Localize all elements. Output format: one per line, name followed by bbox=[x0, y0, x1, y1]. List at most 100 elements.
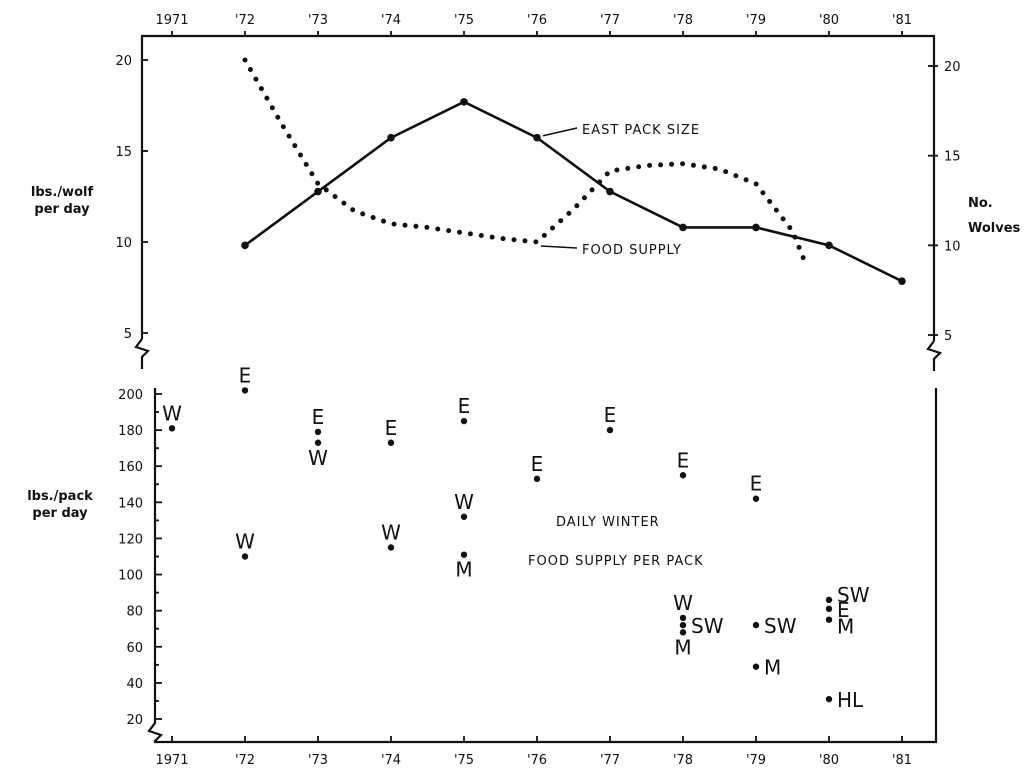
pack-point-e bbox=[679, 472, 687, 479]
pack-label-w: W bbox=[308, 446, 328, 470]
bottom-y-tick-label: 20 bbox=[126, 713, 143, 728]
top-right-axis-break bbox=[926, 340, 943, 371]
pack-point-e bbox=[825, 605, 833, 613]
pack-point-e bbox=[752, 495, 760, 502]
pack-point-sw bbox=[679, 621, 687, 629]
top-right-y-tick-label: 15 bbox=[944, 150, 961, 165]
top-panel-chart: 1971 '72 '73 '74 '75 '76 '77 '78 '79 '80 '81 5 10 15 2… bbox=[31, 13, 1021, 371]
top-right-y-tick-label: 10 bbox=[944, 239, 961, 254]
top-left-y-tick-label: 5 bbox=[124, 327, 132, 342]
east-pack-size-point bbox=[314, 187, 322, 196]
pack-label-sw: SW bbox=[691, 614, 724, 638]
pack-point-w bbox=[241, 553, 249, 560]
pack-label-sw: SW bbox=[764, 614, 797, 638]
pack-label-m: M bbox=[764, 656, 781, 680]
top-x-tick-label: '78 bbox=[673, 13, 693, 28]
top-x-tick-label: '72 bbox=[235, 13, 255, 28]
bottom-y-axis-label: lbs./pack per day bbox=[27, 489, 93, 521]
bottom-x-tick-label: '80 bbox=[819, 753, 839, 768]
top-left-axis-break bbox=[134, 338, 151, 369]
east-pack-size-annotation: EAST PACK SIZE bbox=[582, 123, 700, 138]
bottom-y-tick-label: 120 bbox=[118, 532, 143, 547]
pack-label-m: M bbox=[837, 615, 854, 639]
east-pack-size-point bbox=[606, 187, 614, 196]
top-x-tick-label: '75 bbox=[454, 13, 474, 28]
bottom-x-tick-label: '77 bbox=[600, 753, 620, 768]
bottom-y-tick-label: 60 bbox=[126, 641, 143, 656]
pack-label-e: E bbox=[837, 598, 850, 622]
bottom-y-tick-label: 100 bbox=[118, 569, 143, 584]
top-right-y-tick-label: 5 bbox=[944, 329, 952, 344]
top-x-tick-label: '76 bbox=[527, 13, 547, 28]
pack-label-sw: SW bbox=[837, 583, 870, 607]
bottom-x-tick-label: '73 bbox=[308, 753, 328, 768]
pack-label-m: M bbox=[455, 558, 472, 582]
bottom-title-line-1: DAILY WINTER bbox=[556, 515, 660, 530]
pack-point-e bbox=[533, 475, 541, 483]
east-pack-size-point bbox=[241, 241, 249, 250]
east-pack-leader bbox=[542, 127, 578, 137]
pack-point-hl bbox=[825, 695, 833, 703]
east-pack-size-point bbox=[460, 98, 468, 106]
top-left-y-tick-label: 15 bbox=[115, 145, 132, 160]
pack-label-w: W bbox=[162, 401, 182, 425]
pack-point-m bbox=[460, 551, 468, 558]
pack-label-w: W bbox=[381, 520, 401, 544]
pack-label-e: E bbox=[239, 363, 252, 387]
bottom-x-tick-label: '81 bbox=[892, 753, 912, 768]
top-right-y-tick-label: 20 bbox=[944, 60, 961, 75]
pack-label-m: M bbox=[674, 635, 691, 659]
pack-point-m bbox=[752, 663, 760, 670]
bottom-y-tick-label: 80 bbox=[126, 605, 143, 620]
east-pack-size-point bbox=[752, 223, 760, 232]
pack-point-w bbox=[460, 513, 468, 520]
top-frame bbox=[140, 34, 936, 341]
pack-point-w bbox=[387, 544, 395, 551]
pack-label-e: E bbox=[531, 452, 544, 476]
pack-label-w: W bbox=[673, 591, 693, 615]
pack-point-e bbox=[314, 428, 322, 436]
bottom-x-tick-label: '75 bbox=[454, 753, 474, 768]
top-x-tick-label: '80 bbox=[819, 13, 839, 28]
east-pack-size-point bbox=[533, 133, 541, 142]
pack-point-e bbox=[387, 439, 395, 446]
pack-point-w bbox=[314, 439, 322, 446]
bottom-panel-chart: 20 40 60 80 100 120 140 160 180 200 1971 '72 '73 '74 '… bbox=[27, 363, 938, 768]
top-x-tick-label: '74 bbox=[381, 13, 401, 28]
bottom-y-tick-label: 200 bbox=[118, 388, 143, 403]
top-x-tick-label: '81 bbox=[892, 13, 912, 28]
bottom-title-line-2: FOOD SUPPLY PER PACK bbox=[528, 554, 704, 569]
food-supply-line bbox=[242, 57, 810, 270]
pack-point-w bbox=[168, 425, 176, 432]
top-right-axis-label: No. Wolves bbox=[968, 196, 1021, 236]
bottom-frame bbox=[147, 388, 938, 744]
bottom-y-tick-label: 180 bbox=[118, 424, 143, 439]
pack-label-e: E bbox=[750, 472, 763, 496]
east-pack-size-point bbox=[679, 223, 687, 232]
pack-point-m bbox=[679, 629, 687, 636]
top-left-y-tick-label: 20 bbox=[115, 54, 132, 69]
pack-point-w bbox=[679, 614, 687, 622]
bottom-y-tick-label: 40 bbox=[126, 677, 143, 692]
east-pack-size-point bbox=[898, 277, 906, 286]
pack-point-e bbox=[606, 426, 614, 434]
pack-point-e bbox=[460, 417, 468, 425]
pack-label-w: W bbox=[454, 490, 474, 514]
bottom-x-tick-label: '79 bbox=[746, 753, 766, 768]
pack-label-e: E bbox=[458, 394, 471, 418]
top-x-tick-label: '73 bbox=[308, 13, 328, 28]
top-left-y-tick-label: 10 bbox=[115, 236, 132, 251]
pack-label-e: E bbox=[312, 405, 325, 429]
east-pack-size-line bbox=[244, 100, 903, 283]
bottom-x-tick-label: '78 bbox=[673, 753, 693, 768]
east-pack-size-point bbox=[387, 133, 395, 142]
pack-label-e: E bbox=[677, 448, 690, 472]
top-x-tick-label: 1971 bbox=[155, 13, 188, 28]
east-pack-size-point bbox=[825, 241, 833, 250]
bottom-x-tick-label: '76 bbox=[527, 753, 547, 768]
pack-label-e: E bbox=[385, 416, 398, 440]
top-x-tick-label: '77 bbox=[600, 13, 620, 28]
pack-label-e: E bbox=[604, 403, 617, 427]
pack-label-hl: HL bbox=[837, 688, 864, 712]
